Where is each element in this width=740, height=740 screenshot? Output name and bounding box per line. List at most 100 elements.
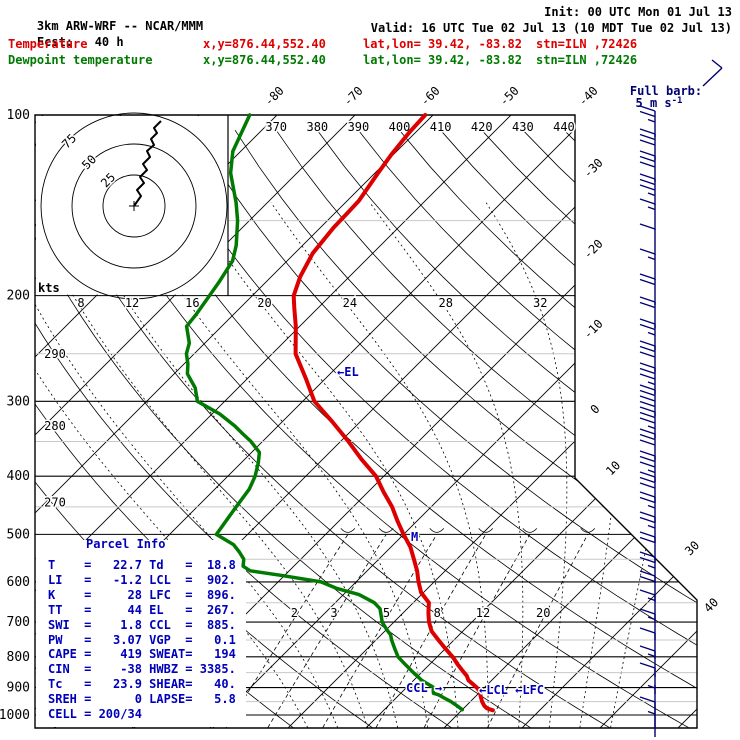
wind-barb: [639, 223, 656, 255]
temperature-xy: x,y=876.44,552.40: [203, 37, 326, 51]
hodograph-units-label: kts: [38, 281, 60, 295]
pressure-axis-label: 1000: [0, 708, 30, 723]
moist-adiabat-label: 16: [185, 296, 199, 310]
isotherm-label-top: -40: [576, 84, 601, 109]
wind-barb: [639, 428, 656, 460]
barb-legend-line2: 5 m s-1: [636, 96, 683, 110]
pressure-axis-label: 200: [7, 289, 30, 304]
plot-boundary: [34, 114, 698, 729]
isotherm-label-right: 30: [682, 538, 702, 558]
valid-time: Valid: 16 UTC Tue 02 Jul 13 (10 MDT Tue …: [370, 21, 732, 35]
wind-barb: [639, 128, 656, 160]
isotherm-label-right: -30: [581, 156, 606, 181]
mixing-ratio-label: 3: [330, 606, 337, 620]
moist-adiabat-label: 8: [77, 296, 84, 310]
header-line-1: 3km ARW-WRF -- NCAR/MMM Init: 00 UTC Mon…: [8, 5, 736, 61]
isotherm-label-right: -10: [581, 317, 606, 342]
isotherm-label-right: 0: [588, 402, 603, 417]
pressure-axis-label: 300: [7, 394, 30, 409]
dry-adiabat-label-top: 430: [512, 120, 534, 134]
pressure-axis-label: 500: [7, 527, 30, 542]
isotherm-label-top: -60: [418, 84, 443, 109]
dry-adiabat-label-left: 290: [44, 347, 66, 361]
wind-barb: [639, 173, 656, 205]
temperature-station: stn=ILN ,72426: [536, 37, 638, 51]
dry-adiabat-label-left: 270: [44, 495, 66, 509]
hodograph-trace: [133, 120, 162, 207]
mixing-ratio-label: 5: [383, 606, 390, 620]
wind-barb: [639, 491, 656, 523]
mixing-ratio-label: 20: [536, 606, 550, 620]
parcel-info-panel: [36, 540, 246, 727]
wind-barb: [639, 248, 656, 280]
wind-barb: [639, 150, 656, 182]
isotherm-label-right: 40: [701, 595, 721, 615]
moist-adiabat-label: 24: [343, 296, 357, 310]
isotherm-label-top: -70: [341, 84, 366, 109]
level-annotation: M: [411, 530, 418, 544]
barb-legend-line1: Full barb:: [630, 84, 702, 98]
wind-barb: [639, 450, 656, 482]
dewpoint-legend-row: Dewpoint temperature x,y=876.44,552.40 l…: [8, 53, 736, 137]
wind-barb: [639, 105, 656, 137]
hodograph-ring: [102, 174, 166, 238]
moist-adiabat-label: 20: [257, 296, 271, 310]
hodograph-ring: [71, 143, 197, 269]
dry-adiabat-label-top: 410: [430, 120, 452, 134]
dewpoint-legend-label: Dewpoint temperature: [8, 53, 153, 67]
wind-barb: [647, 710, 656, 737]
level-annotation: ←EL: [337, 365, 359, 379]
dry-adiabat-label-top: 420: [471, 120, 493, 134]
isotherm-label-right: 10: [603, 458, 623, 478]
wind-barb: [639, 608, 656, 640]
pressure-axis-label: 700: [7, 615, 30, 630]
pressure-axis-label: 400: [7, 469, 30, 484]
dewpoint-station: stn=ILN ,72426: [536, 53, 638, 67]
moist-adiabat-label: 12: [125, 296, 139, 310]
init-time: Init: 00 UTC Mon 01 Jul 13: [544, 5, 732, 19]
dewpoint-latlon: lat,lon= 39.42, -83.82: [363, 53, 522, 67]
dry-adiabat-label-top: 380: [306, 120, 328, 134]
dry-adiabat-label-left: 280: [44, 419, 66, 433]
dewpoint-xy: x,y=876.44,552.40: [203, 53, 326, 67]
isotherm-label-right: -20: [581, 237, 606, 262]
wind-barb: [647, 684, 656, 711]
mixing-ratio-label: 8: [434, 606, 441, 620]
temperature-legend-row: Temperature x,y=876.44,552.40 lat,lon= 3…: [8, 37, 736, 121]
forecast-hour: Fcst: 40 h: [36, 35, 124, 49]
pressure-axis-label: 600: [7, 575, 30, 590]
isotherm-label-top: -50: [497, 84, 522, 109]
wind-barb: [639, 551, 656, 583]
barb-legend: Full barb:5 m s-1: [630, 59, 723, 110]
parcel-info-table: T = 22.7 Td = 18.8 LI = -1.2 LCL = 902. …: [48, 558, 236, 722]
header-line-2: Fcst: 40 h Valid: 16 UTC Tue 02 Jul 13 (…: [8, 21, 736, 77]
dry-adiabat-label-top: 400: [389, 120, 411, 134]
pressure-axis-label: 800: [7, 650, 30, 665]
temperature-latlon: lat,lon= 39.42, -83.82: [363, 37, 522, 51]
wind-barb: [639, 589, 656, 621]
isotherm-label-top: -80: [262, 84, 287, 109]
parcel-info-title: Parcel Info: [86, 537, 166, 551]
mixing-ratio-label: 2: [291, 606, 298, 620]
wind-barb-column: [639, 105, 656, 737]
dry-adiabat-label-top: 440: [553, 120, 575, 134]
dewpoint-curve: [184, 113, 465, 712]
wind-barb: [639, 273, 656, 305]
wind-barb: [639, 198, 656, 230]
model-title: 3km ARW-WRF -- NCAR/MMM: [36, 19, 204, 33]
level-annotation: CCL →: [406, 681, 442, 695]
temperature-curve: [291, 113, 495, 713]
level-annotation: ←LCL ←LFC: [479, 683, 544, 697]
moist-adiabat-label: 28: [438, 296, 452, 310]
wind-barb: [639, 406, 656, 438]
pressure-axis-label: 900: [7, 681, 30, 696]
hodograph-ring: [40, 112, 228, 300]
wind-barb: [639, 318, 656, 350]
temperature-legend-label: Temperature: [8, 37, 88, 51]
pressure-axis-label: 100: [7, 108, 30, 123]
wind-barb: [639, 627, 656, 659]
background-grid: [35, 115, 697, 728]
